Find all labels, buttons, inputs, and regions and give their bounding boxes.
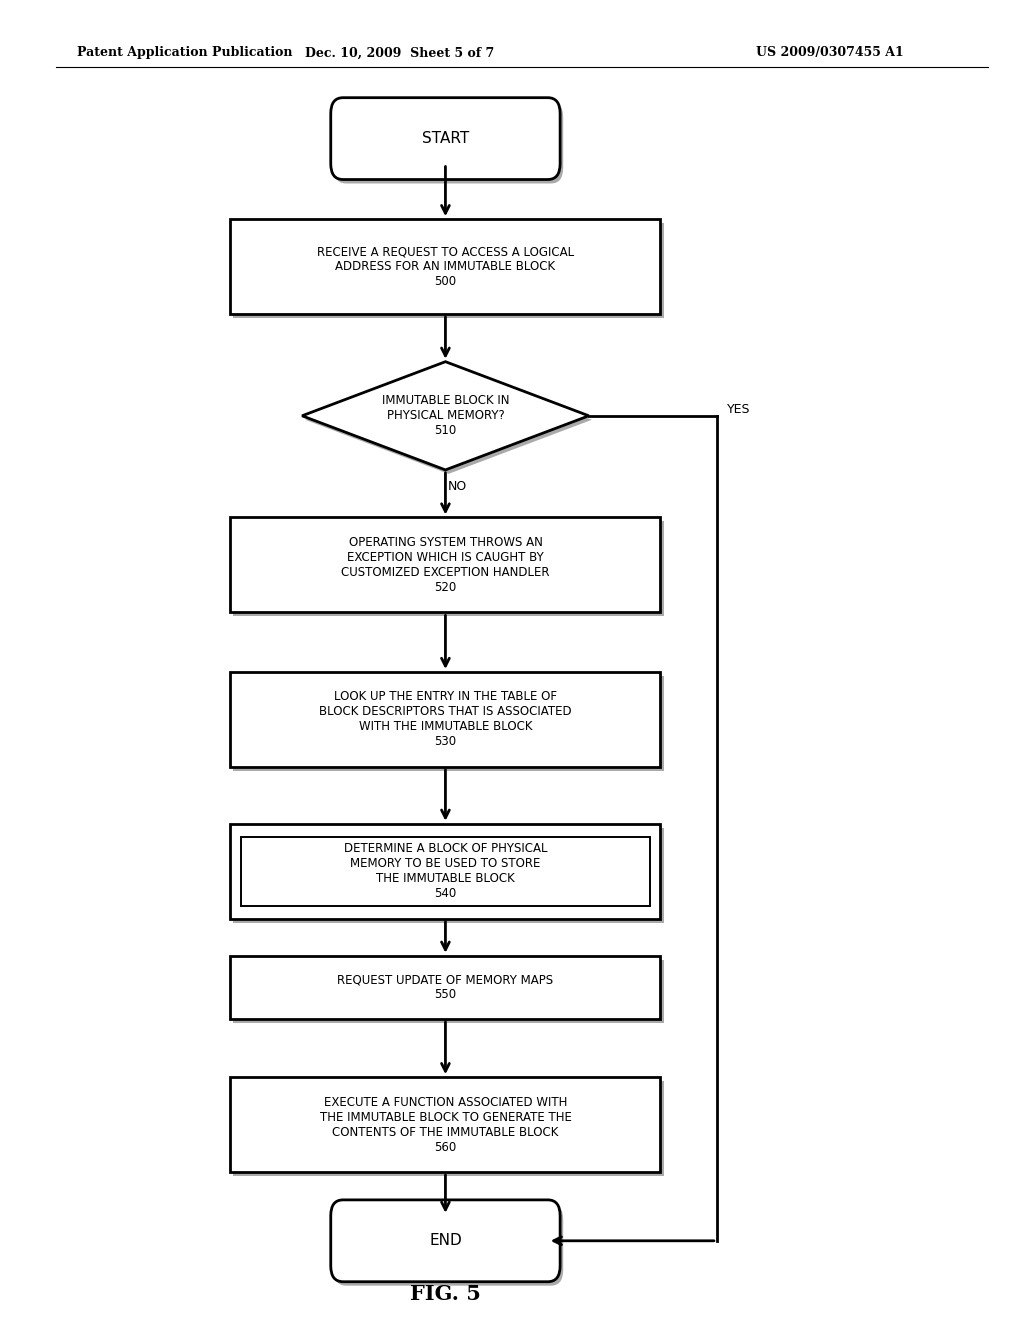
FancyBboxPatch shape	[331, 1200, 560, 1282]
Bar	[230, 672, 660, 767]
FancyBboxPatch shape	[334, 1204, 563, 1286]
Polygon shape	[302, 362, 589, 470]
Text: LOOK UP THE ENTRY IN THE TABLE OF
BLOCK DESCRIPTORS THAT IS ASSOCIATED
WITH THE : LOOK UP THE ENTRY IN THE TABLE OF BLOCK …	[319, 690, 571, 748]
Text: IMMUTABLE BLOCK IN
PHYSICAL MEMORY?
510: IMMUTABLE BLOCK IN PHYSICAL MEMORY? 510	[382, 395, 509, 437]
Text: REQUEST UPDATE OF MEMORY MAPS
550: REQUEST UPDATE OF MEMORY MAPS 550	[337, 973, 554, 1002]
Bar	[230, 1077, 660, 1172]
Text: US 2009/0307455 A1: US 2009/0307455 A1	[756, 46, 903, 59]
Bar	[233, 223, 664, 318]
Bar	[233, 676, 664, 771]
FancyBboxPatch shape	[331, 98, 560, 180]
Text: RECEIVE A REQUEST TO ACCESS A LOGICAL
ADDRESS FOR AN IMMUTABLE BLOCK
500: RECEIVE A REQUEST TO ACCESS A LOGICAL AD…	[316, 246, 574, 288]
Text: FIG. 5: FIG. 5	[410, 1283, 481, 1304]
FancyBboxPatch shape	[334, 102, 563, 183]
Bar	[233, 828, 664, 923]
Bar	[233, 521, 664, 616]
Bar	[230, 517, 660, 612]
Bar	[230, 824, 660, 919]
Bar	[233, 1081, 664, 1176]
Text: NO: NO	[449, 480, 467, 494]
Bar	[230, 956, 660, 1019]
Text: YES: YES	[727, 403, 751, 416]
Text: Dec. 10, 2009  Sheet 5 of 7: Dec. 10, 2009 Sheet 5 of 7	[305, 46, 494, 59]
Text: END: END	[429, 1233, 462, 1249]
Text: DETERMINE A BLOCK OF PHYSICAL
MEMORY TO BE USED TO STORE
THE IMMUTABLE BLOCK
540: DETERMINE A BLOCK OF PHYSICAL MEMORY TO …	[344, 842, 547, 900]
Bar	[230, 219, 660, 314]
Polygon shape	[305, 366, 592, 474]
Text: EXECUTE A FUNCTION ASSOCIATED WITH
THE IMMUTABLE BLOCK TO GENERATE THE
CONTENTS : EXECUTE A FUNCTION ASSOCIATED WITH THE I…	[319, 1096, 571, 1154]
Bar	[233, 960, 664, 1023]
Bar	[241, 837, 650, 906]
Text: OPERATING SYSTEM THROWS AN
EXCEPTION WHICH IS CAUGHT BY
CUSTOMIZED EXCEPTION HAN: OPERATING SYSTEM THROWS AN EXCEPTION WHI…	[341, 536, 550, 594]
Text: START: START	[422, 131, 469, 147]
Text: Patent Application Publication: Patent Application Publication	[77, 46, 292, 59]
